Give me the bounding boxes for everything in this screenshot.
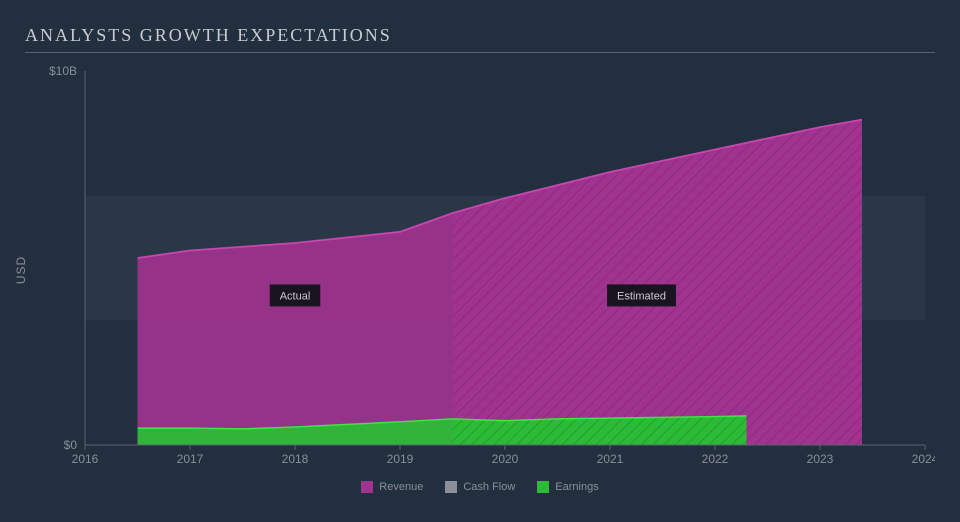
legend-swatch-cashflow — [445, 481, 457, 493]
svg-text:$10B: $10B — [49, 65, 77, 78]
svg-text:2021: 2021 — [597, 452, 624, 466]
svg-text:2023: 2023 — [807, 452, 834, 466]
svg-text:2024: 2024 — [912, 452, 935, 466]
legend-label: Cash Flow — [463, 481, 515, 493]
svg-text:2017: 2017 — [177, 452, 204, 466]
legend-item-cashflow: Cash Flow — [445, 481, 515, 493]
svg-text:$0: $0 — [64, 438, 78, 452]
chart-area: USD $0$10B201620172018201920202021202220… — [25, 65, 935, 475]
legend-swatch-earnings — [537, 481, 549, 493]
svg-text:2018: 2018 — [282, 452, 309, 466]
svg-text:2022: 2022 — [702, 452, 729, 466]
legend-item-earnings: Earnings — [537, 481, 598, 493]
legend-swatch-revenue — [361, 481, 373, 493]
legend-item-revenue: Revenue — [361, 481, 423, 493]
legend-label: Revenue — [379, 481, 423, 493]
chart-title: ANALYSTS GROWTH EXPECTATIONS — [25, 25, 935, 53]
svg-text:2016: 2016 — [72, 452, 99, 466]
svg-text:2019: 2019 — [387, 452, 414, 466]
svg-text:Estimated: Estimated — [617, 290, 666, 302]
legend-label: Earnings — [555, 481, 598, 493]
svg-text:2020: 2020 — [492, 452, 519, 466]
svg-text:Actual: Actual — [280, 290, 311, 302]
y-axis-label: USD — [14, 256, 28, 284]
chart-svg: $0 $10B 2016 2017 2018 2019 2020 2021 2022 2023 20… — [25, 65, 935, 475]
legend: Revenue Cash Flow Earnings — [25, 481, 935, 493]
